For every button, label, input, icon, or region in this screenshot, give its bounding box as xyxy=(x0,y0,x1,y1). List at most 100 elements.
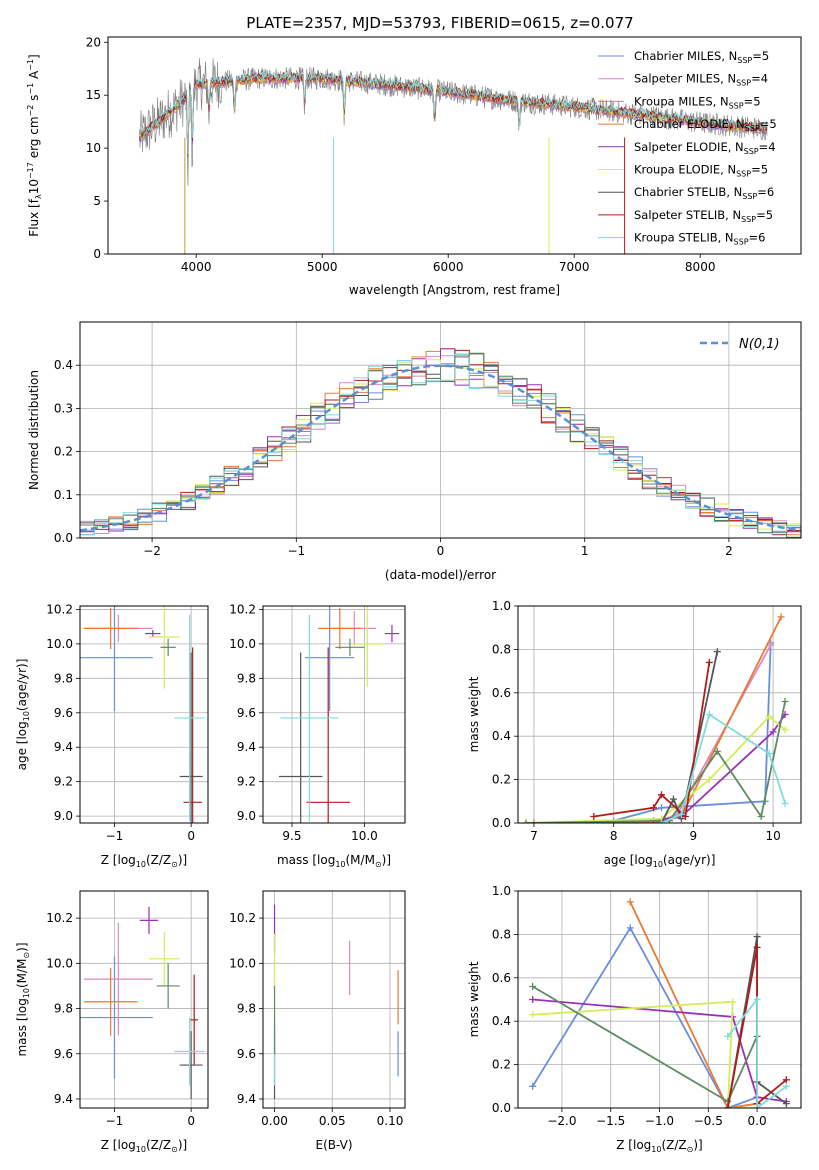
data-marker xyxy=(705,776,713,784)
data-marker xyxy=(777,613,785,621)
x-tick-label: 10 xyxy=(765,829,780,843)
y-tick-label: 0.2 xyxy=(54,445,73,459)
data-marker xyxy=(781,697,789,705)
y-tick-label: 9.6 xyxy=(54,1047,73,1061)
axes-frame xyxy=(79,605,209,824)
x-axis-label: Z [log10(Z/Z⊙)] xyxy=(101,853,187,869)
data-marker xyxy=(530,819,538,823)
errorbar-point xyxy=(190,974,199,1066)
legend-entry: Salpeter MILES, NSSP=4 xyxy=(634,72,768,88)
errorbar-point xyxy=(335,638,365,656)
model-spectrum-line xyxy=(139,73,768,156)
errorbar-point xyxy=(148,606,180,689)
errorbar-point xyxy=(352,606,382,687)
x-tick-label: 0 xyxy=(437,544,445,558)
x-tick-label: −0.5 xyxy=(694,1114,723,1128)
mass-weight-line xyxy=(532,985,758,1103)
y-tick-label: 9.0 xyxy=(54,809,73,823)
mass-weight-line xyxy=(532,1000,758,1108)
axes-frame xyxy=(79,890,209,1109)
age-vs-mass-panel: 9.5 10.0 9.0 9.2 9.4 9.6 9.8 10.0 10.2 mass [log1… xyxy=(229,602,406,869)
data-marker xyxy=(669,795,677,803)
data-marker xyxy=(626,898,634,906)
data-marker xyxy=(724,1032,732,1040)
y-tick-label: 10 xyxy=(86,141,101,155)
x-tick-label: 0.00 xyxy=(261,1114,288,1128)
y-tick-label: 0.0 xyxy=(492,816,511,830)
data-marker xyxy=(657,791,665,799)
y-tick-label: 0.0 xyxy=(492,1101,511,1115)
data-marker xyxy=(713,648,721,656)
x-tick-label: 8000 xyxy=(685,260,716,274)
mass-weight-series xyxy=(522,697,789,823)
mass-weight-vs-age-panel: 7 8 9 10 0.0 0.2 0.4 0.6 0.8 1.0 age [log10(age/yr… xyxy=(467,599,802,869)
x-tick-label: 10.0 xyxy=(351,829,378,843)
y-axis-label: mass [log10(M/M⊙)] xyxy=(15,942,31,1056)
x-tick-label: 1 xyxy=(581,544,589,558)
x-axis-label: E(B-V) xyxy=(315,1138,352,1152)
y-tick-label: 9.6 xyxy=(237,1047,256,1061)
y-tick-label: 0.1 xyxy=(54,488,73,502)
x-axis-label: Z [log10(Z/Z⊙)] xyxy=(101,1138,187,1154)
errorbar-point xyxy=(179,1031,203,1099)
errorbar-point xyxy=(139,906,159,934)
y-tick-label: 5 xyxy=(93,194,101,208)
y-tick-label: 10.2 xyxy=(229,602,256,616)
x-tick-label: −1 xyxy=(106,829,124,843)
legend-entry: Chabrier MILES, NSSP=5 xyxy=(634,49,769,65)
data-marker xyxy=(753,943,761,951)
mass-weight-series xyxy=(590,658,713,820)
errorbar-point xyxy=(83,922,153,1036)
residual-histogram xyxy=(80,353,801,536)
data-marker xyxy=(782,1082,790,1090)
x-tick-label: 2 xyxy=(725,544,733,558)
y-tick-label: 0.2 xyxy=(492,773,511,787)
mass-vs-metallicity-panel: −1 0 9.4 9.6 9.8 10.0 10.2 Z [log10(Z/Z⊙)] mass … xyxy=(15,890,209,1154)
x-tick-label: 0.10 xyxy=(377,1114,404,1128)
y-tick-label: 9.4 xyxy=(237,1092,256,1106)
y-tick-label: 0.6 xyxy=(492,971,511,985)
axes-frame xyxy=(79,321,802,539)
y-tick-label: 20 xyxy=(86,35,101,49)
y-axis-label: mass weight xyxy=(467,676,481,752)
residual-histogram xyxy=(80,348,801,536)
legend-entry: Kroupa STELIB, NSSP=6 xyxy=(634,231,766,247)
axes-frame xyxy=(517,605,802,824)
data-marker xyxy=(529,1011,537,1019)
y-tick-label: 9.4 xyxy=(237,740,256,754)
y-tick-label: 10.0 xyxy=(46,637,73,651)
age-vs-metallicity-panel: −1 0 9.0 9.2 9.4 9.6 9.8 10.0 10.2 Z [log10(Z/Z⊙)… xyxy=(15,602,209,869)
x-tick-label: −1.5 xyxy=(596,1114,625,1128)
data-marker xyxy=(765,750,773,758)
spectrum-panel: 4000 5000 6000 7000 8000 0 5 10 15 20 Chabrier MIL… xyxy=(26,35,802,297)
x-tick-label: −2 xyxy=(143,544,161,558)
x-axis-label: (data-model)/error xyxy=(385,568,496,582)
errorbar-point xyxy=(148,931,180,986)
model-spectrum-line xyxy=(139,70,768,155)
legend-entry: Chabrier ELODIE, NSSP=5 xyxy=(634,117,777,133)
data-marker xyxy=(767,641,775,649)
x-tick-label: 6000 xyxy=(433,260,464,274)
mass-weight-line xyxy=(525,715,786,823)
data-marker xyxy=(781,726,789,734)
x-tick-label: 9 xyxy=(690,829,698,843)
y-tick-label: 9.8 xyxy=(54,1002,73,1016)
errorbar-point xyxy=(305,606,355,712)
data-marker xyxy=(590,812,598,820)
y-tick-label: 10.0 xyxy=(229,956,256,970)
data-marker xyxy=(529,982,537,990)
mass-weight-series xyxy=(529,982,761,1105)
mass-weight-line xyxy=(629,901,758,1108)
data-marker xyxy=(529,1082,537,1090)
x-tick-label: −1 xyxy=(287,544,305,558)
data-marker xyxy=(724,1104,732,1108)
grid xyxy=(80,606,208,823)
y-tick-label: 0.4 xyxy=(492,729,511,743)
residual-histogram-panel: −2 −1 0 1 2 0.0 0.1 0.2 0.3 0.4 N(0,1) (data-model)… xyxy=(27,321,802,582)
errorbar-point xyxy=(174,1017,205,1086)
grid xyxy=(518,605,801,824)
errorbar-point xyxy=(179,652,203,823)
data-marker xyxy=(529,996,537,1003)
x-axis-label: mass [log10(M/M⊙)] xyxy=(277,853,391,869)
x-axis-label: wavelength [Angstrom, rest frame] xyxy=(349,283,560,297)
